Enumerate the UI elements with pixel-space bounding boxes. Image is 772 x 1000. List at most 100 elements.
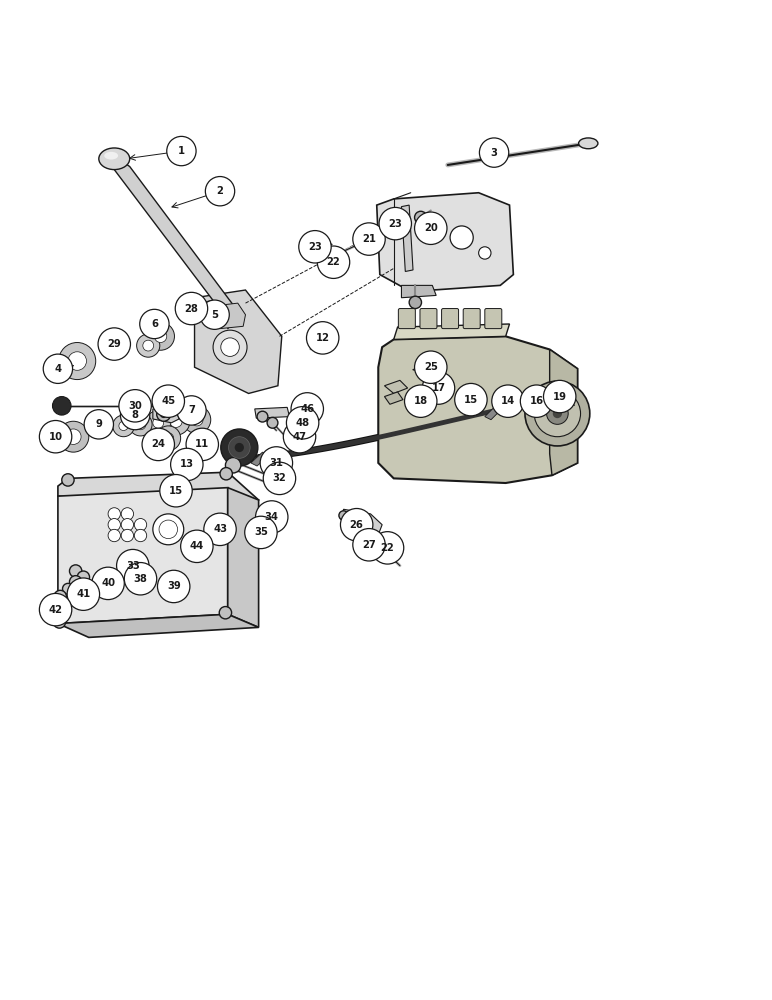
- Circle shape: [170, 415, 182, 427]
- Circle shape: [124, 563, 157, 595]
- Circle shape: [137, 334, 160, 357]
- Text: 34: 34: [265, 512, 279, 522]
- Circle shape: [67, 578, 100, 610]
- Circle shape: [59, 343, 96, 380]
- Circle shape: [157, 407, 171, 421]
- FancyBboxPatch shape: [442, 309, 459, 329]
- Text: 39: 39: [167, 581, 181, 591]
- Circle shape: [267, 417, 278, 428]
- Circle shape: [384, 218, 391, 226]
- Circle shape: [379, 207, 411, 240]
- Circle shape: [263, 462, 296, 495]
- Polygon shape: [550, 349, 577, 475]
- Circle shape: [315, 238, 330, 253]
- Circle shape: [156, 426, 181, 451]
- Circle shape: [153, 417, 164, 428]
- Circle shape: [157, 570, 190, 603]
- Text: 8: 8: [131, 410, 139, 420]
- Circle shape: [520, 385, 553, 417]
- Circle shape: [117, 549, 149, 582]
- Circle shape: [119, 390, 151, 422]
- Circle shape: [183, 406, 211, 434]
- Circle shape: [415, 351, 447, 383]
- Text: 2: 2: [217, 186, 223, 196]
- Circle shape: [63, 583, 73, 594]
- Circle shape: [171, 448, 203, 481]
- Circle shape: [332, 248, 344, 261]
- Circle shape: [405, 385, 437, 417]
- Text: 29: 29: [107, 339, 121, 349]
- Text: 23: 23: [308, 242, 322, 252]
- Circle shape: [69, 576, 82, 588]
- Text: 48: 48: [296, 418, 310, 428]
- Text: 20: 20: [424, 223, 438, 233]
- Circle shape: [53, 616, 66, 628]
- Circle shape: [353, 223, 385, 255]
- Polygon shape: [384, 392, 403, 404]
- Text: 11: 11: [195, 439, 209, 449]
- Circle shape: [62, 474, 74, 486]
- Circle shape: [167, 136, 196, 166]
- Circle shape: [140, 309, 169, 339]
- Circle shape: [160, 475, 192, 507]
- Text: 26: 26: [350, 520, 364, 530]
- Polygon shape: [153, 409, 179, 423]
- Circle shape: [219, 607, 232, 619]
- Polygon shape: [210, 303, 245, 329]
- Circle shape: [43, 354, 73, 383]
- Circle shape: [121, 519, 134, 531]
- Circle shape: [353, 529, 385, 561]
- Text: 45: 45: [161, 396, 175, 406]
- Circle shape: [455, 383, 487, 416]
- Circle shape: [108, 529, 120, 542]
- Circle shape: [220, 468, 232, 480]
- Text: 43: 43: [213, 524, 227, 534]
- Text: 31: 31: [269, 458, 283, 468]
- Circle shape: [84, 410, 113, 439]
- Circle shape: [108, 508, 120, 520]
- Text: 1: 1: [178, 146, 185, 156]
- FancyBboxPatch shape: [398, 309, 415, 329]
- Polygon shape: [341, 509, 382, 535]
- Circle shape: [142, 428, 174, 461]
- Circle shape: [69, 565, 82, 577]
- Polygon shape: [228, 488, 259, 627]
- Polygon shape: [199, 301, 215, 313]
- Circle shape: [98, 328, 130, 360]
- Circle shape: [68, 352, 86, 370]
- Circle shape: [39, 593, 72, 626]
- Circle shape: [221, 429, 258, 466]
- Circle shape: [221, 338, 239, 356]
- Polygon shape: [195, 290, 282, 393]
- Text: 41: 41: [76, 589, 90, 599]
- Circle shape: [361, 527, 374, 539]
- Circle shape: [257, 411, 268, 422]
- Polygon shape: [384, 380, 408, 393]
- Circle shape: [525, 381, 590, 446]
- Circle shape: [54, 590, 66, 603]
- Circle shape: [204, 513, 236, 546]
- Text: 9: 9: [96, 419, 102, 429]
- Circle shape: [553, 409, 562, 418]
- Text: 28: 28: [185, 304, 198, 314]
- Circle shape: [163, 433, 174, 444]
- Text: 38: 38: [134, 574, 147, 584]
- Ellipse shape: [104, 152, 118, 160]
- FancyBboxPatch shape: [420, 309, 437, 329]
- Polygon shape: [485, 406, 502, 420]
- FancyBboxPatch shape: [485, 309, 502, 329]
- Circle shape: [39, 420, 72, 453]
- Circle shape: [121, 508, 134, 520]
- Circle shape: [256, 501, 288, 533]
- Circle shape: [161, 411, 167, 417]
- Circle shape: [134, 529, 147, 542]
- Circle shape: [409, 296, 422, 309]
- Text: 32: 32: [273, 473, 286, 483]
- Circle shape: [143, 340, 154, 351]
- Circle shape: [283, 420, 316, 453]
- Circle shape: [235, 443, 244, 452]
- Text: 33: 33: [126, 561, 140, 571]
- Text: 18: 18: [414, 396, 428, 406]
- Text: 17: 17: [432, 383, 445, 393]
- Circle shape: [153, 514, 184, 545]
